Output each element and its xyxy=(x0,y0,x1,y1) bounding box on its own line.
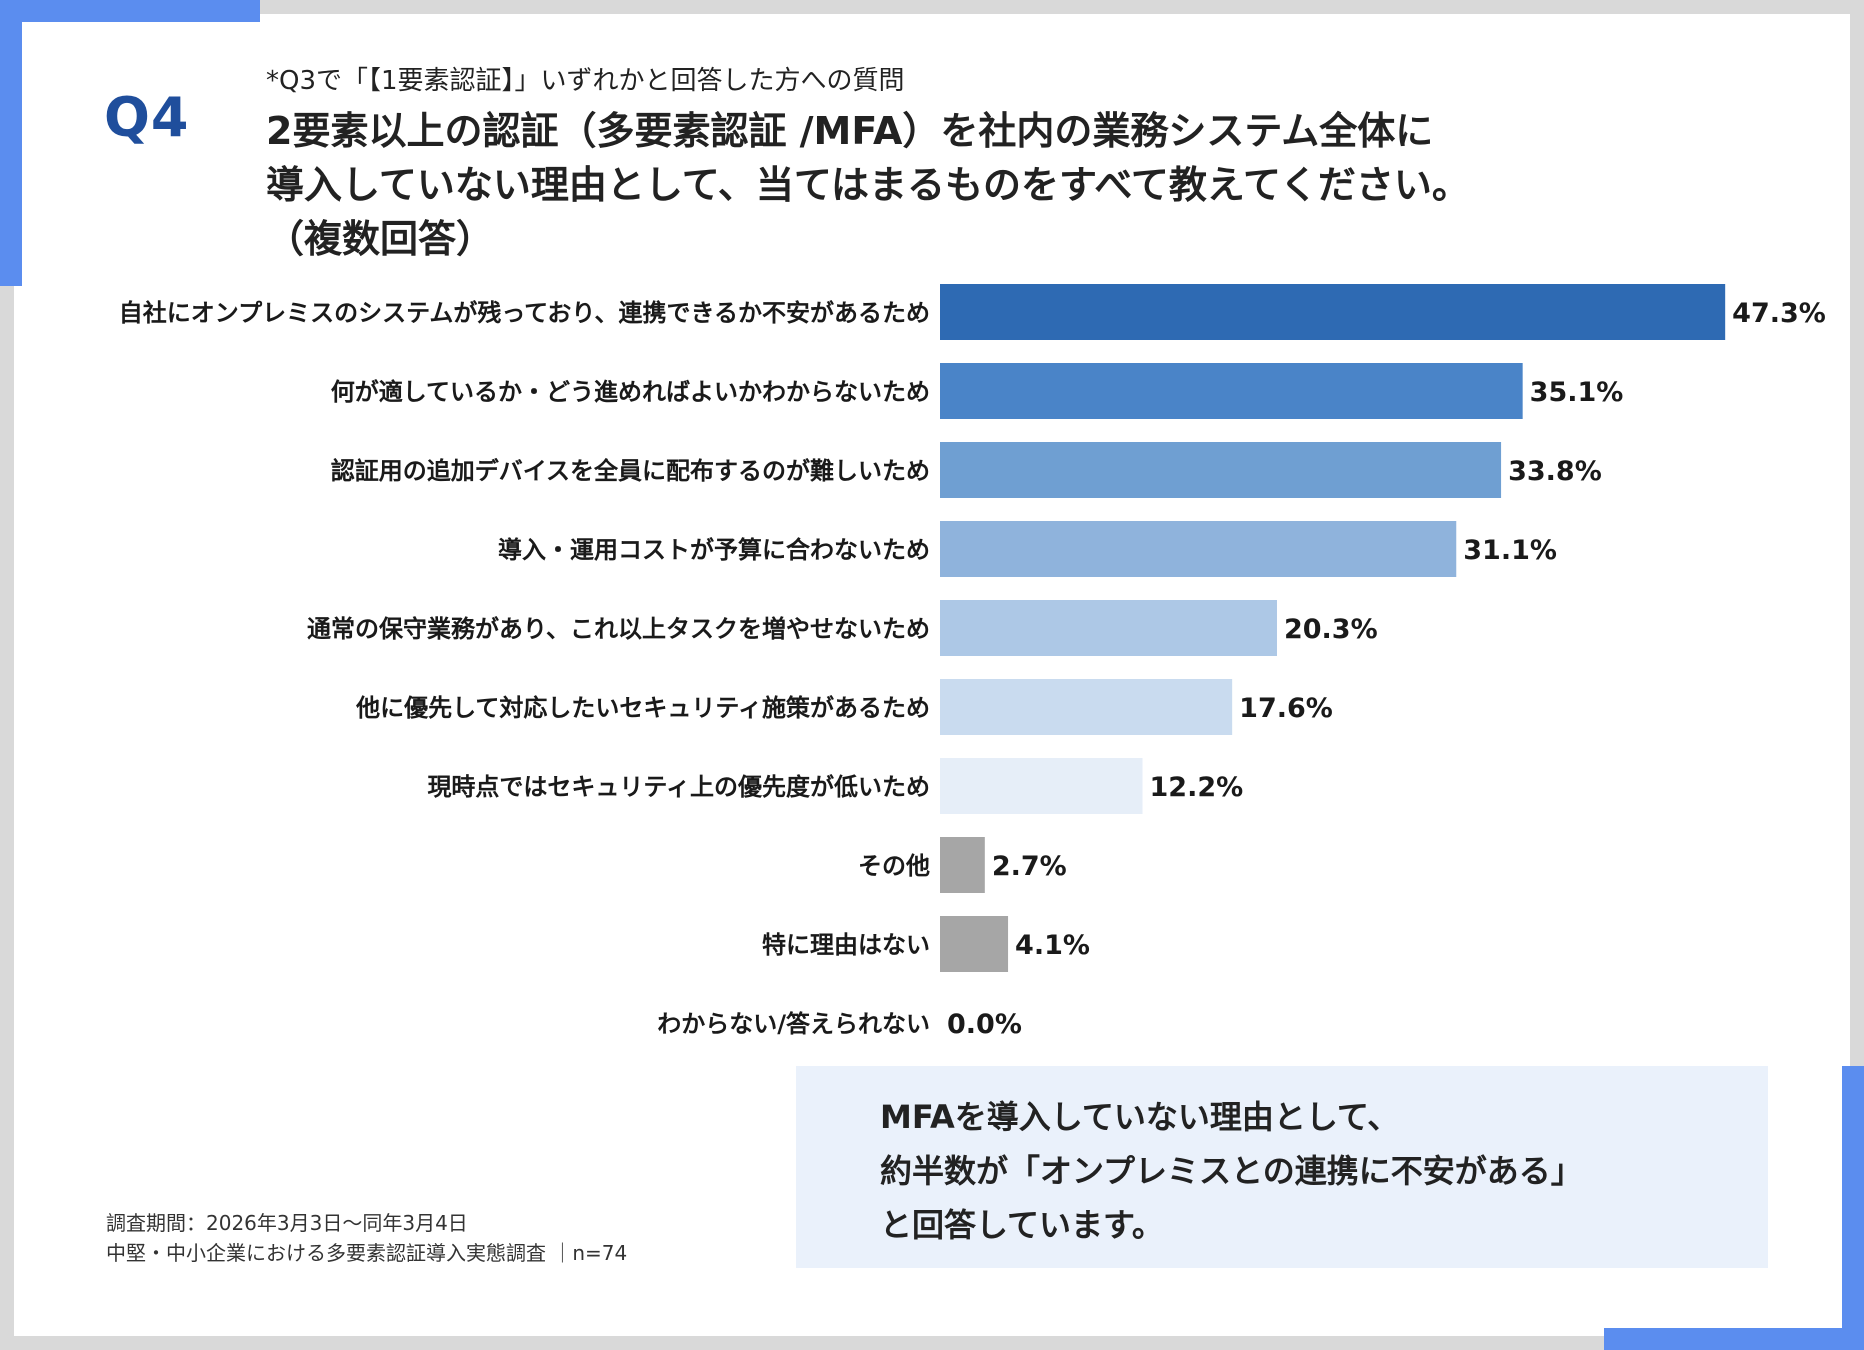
corner-accent-top-left xyxy=(0,0,260,22)
category-label: 特に理由はない xyxy=(762,931,930,959)
summary-callout-text: MFAを導入していない理由として、 約半数が「オンプレミスとの連携に不安がある」… xyxy=(880,1090,1583,1252)
question-title-line: 導入していない理由として、当てはまるものをすべて教えてください。 xyxy=(266,163,1470,207)
value-label: 17.6% xyxy=(1239,693,1333,724)
bar xyxy=(940,600,1277,656)
corner-accent-top-left-vertical xyxy=(0,0,22,286)
category-label: 他に優先して対応したいセキュリティ施策があるため xyxy=(355,694,930,722)
value-label: 4.1% xyxy=(1015,930,1090,961)
category-label: その他 xyxy=(858,852,930,880)
question-title-line: （複数回答） xyxy=(266,217,495,261)
callout-line: MFAを導入していない理由として、 xyxy=(880,1098,1400,1136)
question-number: Q4 xyxy=(104,86,190,149)
category-label: 導入・運用コストが予算に合わないため xyxy=(498,536,930,564)
category-label: 通常の保守業務があり、これ以上タスクを増やせないため xyxy=(307,615,930,643)
survey-name: 中堅・中小企業における多要素認証導入実態調査 ｜n=74 xyxy=(106,1241,628,1265)
callout-line: と回答しています。 xyxy=(880,1206,1164,1244)
value-label: 12.2% xyxy=(1150,772,1244,803)
bar xyxy=(940,916,1009,972)
category-label: 現時点ではセキュリティ上の優先度が低いため xyxy=(427,773,930,801)
corner-accent-bottom-right xyxy=(1604,1328,1864,1350)
bar xyxy=(940,758,1143,814)
value-label: 20.3% xyxy=(1284,614,1378,645)
question-title: 2要素以上の認証（多要素認証 /MFA）を社内の業務システム全体に 導入していな… xyxy=(266,104,1616,266)
bar xyxy=(940,837,985,893)
corner-accent-bottom-right-vertical xyxy=(1842,1066,1864,1350)
callout-line: 約半数が「オンプレミスとの連携に不安がある」 xyxy=(880,1152,1583,1190)
value-label: 31.1% xyxy=(1463,535,1557,566)
value-label: 0.0% xyxy=(947,1009,1022,1040)
bar xyxy=(940,284,1726,340)
value-label: 2.7% xyxy=(992,851,1067,882)
category-label: 何が適しているか・どう進めればよいかわからないため xyxy=(331,378,930,406)
value-label: 33.8% xyxy=(1508,456,1602,487)
summary-callout-box xyxy=(796,1066,1768,1268)
category-label: わからない/答えられない xyxy=(657,1010,930,1038)
question-title-line: 2要素以上の認証（多要素認証 /MFA）を社内の業務システム全体に xyxy=(266,109,1434,153)
survey-footer: 調査期間：2026年3月3日～同年3月4日 中堅・中小企業における多要素認証導入… xyxy=(106,1208,627,1268)
category-label: 自社にオンプレミスのシステムが残っており、連携できるか不安があるため xyxy=(119,299,930,327)
value-label: 35.1% xyxy=(1530,377,1624,408)
category-label: 認証用の追加デバイスを全員に配布するのが難しいため xyxy=(331,457,930,485)
bar xyxy=(940,521,1457,577)
bar xyxy=(940,442,1502,498)
question-note: *Q3で「【1要素認証】」いずれかと回答した方への質問 xyxy=(266,66,905,96)
value-label: 47.3% xyxy=(1732,298,1826,329)
bar xyxy=(940,363,1523,419)
survey-period: 調査期間：2026年3月3日～同年3月4日 xyxy=(106,1211,468,1235)
bar-chart: 自社にオンプレミスのシステムが残っており、連携できるか不安があるため 47.3% 何… xyxy=(119,284,1826,1040)
bar xyxy=(940,679,1233,735)
